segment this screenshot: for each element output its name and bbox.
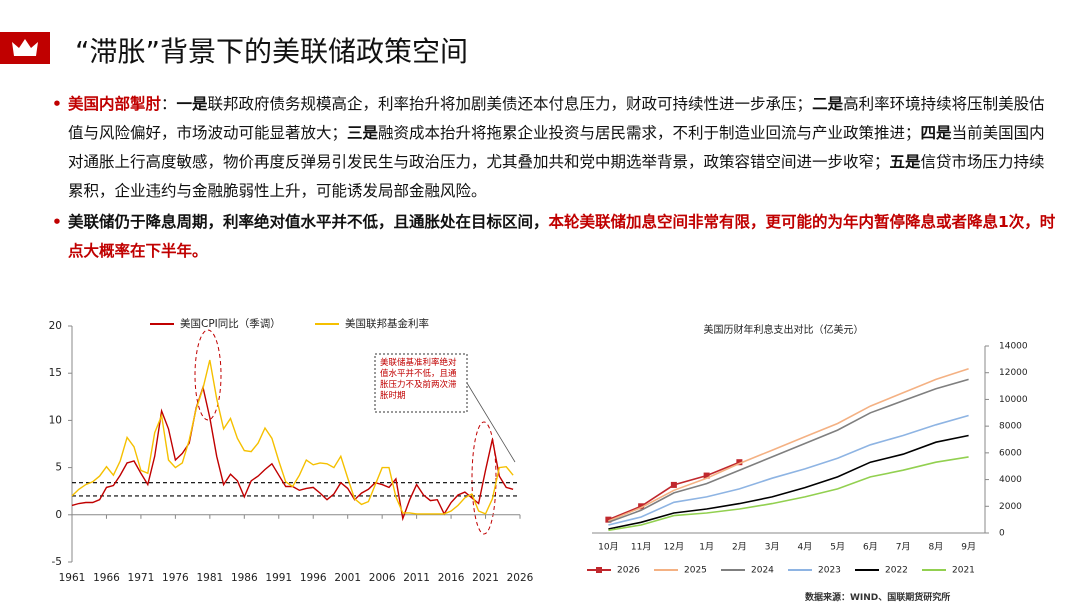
x-tick-label: 10月: [598, 542, 618, 553]
x-tick-label: 11月: [631, 542, 651, 553]
y-tick-label: 12000: [999, 368, 1028, 378]
x-tick-label: 1986: [231, 572, 258, 584]
source-note: 数据来源：WIND、国联期货研究所: [805, 593, 951, 603]
x-tick-label: 2016: [438, 572, 465, 584]
y-tick-label: 10000: [999, 395, 1028, 405]
bullet-text: 信贷市场压力持续累积，企业违约与金融脆弱性上升，可能诱发局部金融风险。: [68, 153, 1045, 200]
bullet-text: 二是: [812, 95, 844, 113]
x-tick-label: 1996: [300, 572, 327, 584]
legend-label: 2026: [617, 566, 640, 576]
x-tick-label: 2021: [472, 572, 499, 584]
x-tick-label: 2006: [369, 572, 396, 584]
series-line: [608, 414, 969, 526]
legend-label: 美国CPI同比（季调）: [180, 317, 281, 330]
x-tick-label: 3月: [765, 542, 780, 553]
point-marker: [670, 481, 677, 488]
series-line: [608, 378, 969, 524]
x-tick-label: 5月: [830, 542, 845, 553]
x-tick-label: 1971: [128, 572, 155, 584]
y-tick-label: 5: [55, 462, 62, 474]
bullet-text: 美国内部掣肘: [68, 95, 162, 113]
x-tick-label: 12月: [664, 542, 684, 553]
highlight-ellipse: [194, 329, 222, 421]
x-tick-label: 1966: [93, 572, 120, 584]
y-tick-label: 0: [55, 509, 62, 521]
highlight-ellipse: [471, 421, 497, 535]
legend-label: 2023: [818, 566, 841, 576]
x-tick-label: 2026: [507, 572, 534, 584]
legend-marker: [596, 567, 602, 573]
x-tick-label: 4月: [798, 542, 813, 553]
bullet-text: 联邦政府债务规模高企，利率抬升将加剧美债还本付息压力，财政可持续性进一步承压；: [207, 95, 813, 113]
bullet-list: 美国内部掣肘：一是联邦政府债务规模高企，利率抬升将加剧美债还本付息压力，财政可持…: [50, 90, 1060, 268]
series-line: [71, 359, 514, 515]
point-marker: [605, 516, 612, 523]
bullet-text: 三是: [347, 124, 379, 142]
bullet-text: 本轮美联储加息空间非常有限，更可能的为年内暂停降息或者降息1次，时点大概率在下半…: [68, 213, 1056, 260]
bullet-text: 五是: [889, 153, 921, 171]
annotation-arrow: [466, 382, 516, 463]
y-tick-label: 10: [49, 414, 62, 426]
bullet: 美联储仍于降息周期，利率绝对值水平并不低，且通胀处在目标区间，本轮美联储加息空间…: [50, 208, 1060, 266]
x-tick-label: 8月: [929, 542, 944, 553]
bullet-text: 四是: [920, 124, 952, 142]
x-tick-label: 2月: [732, 542, 747, 553]
x-tick-label: 6月: [863, 542, 878, 553]
x-tick-label: 1976: [162, 572, 189, 584]
y-tick-label: 20: [49, 320, 62, 332]
point-marker: [736, 459, 743, 466]
y-tick-label: 0: [999, 529, 1005, 539]
legend-label: 2021: [952, 566, 975, 576]
legend-label: 2022: [885, 566, 908, 576]
y-tick-label: 6000: [999, 448, 1022, 458]
x-tick-label: 2001: [334, 572, 361, 584]
series-line: [71, 384, 514, 522]
x-tick-label: 1961: [59, 572, 86, 584]
slide-title: “滞胀”背景下的美联储政策空间: [75, 35, 469, 68]
y-tick-label: 14000: [999, 342, 1028, 352]
y-tick-label: 4000: [999, 475, 1022, 485]
bullet-text: 融资成本抬升将拖累企业投资与居民需求，不利于制造业回流与产业政策推进；: [378, 124, 921, 142]
y-tick-label: -5: [52, 556, 62, 568]
bullet-text: 当前美国国内对通胀上行高度敏感，物价再度反弹易引发民生与政治压力，尤其叠加共和党…: [68, 124, 1045, 171]
chart-title: 美国历财年利息支出对比（亿美元）: [704, 323, 864, 336]
annotation: 美联储基准利率绝对值水平并不低，且通胀压力不及前两次滞胀时期: [380, 358, 457, 401]
x-tick-label: 7月: [896, 542, 911, 553]
series-line: [608, 434, 969, 530]
bullet-text: 高利率环境持续将压制美股估值与风险偏好，市场波动可能显著放大；: [68, 95, 1045, 142]
y-tick-label: 2000: [999, 502, 1022, 512]
crown-icon: [12, 39, 38, 56]
y-tick-label: 8000: [999, 422, 1022, 432]
x-tick-label: 2011: [403, 572, 430, 584]
series-line: [608, 456, 969, 532]
bullet: 美国内部掣肘：一是联邦政府债务规模高企，利率抬升将加剧美债还本付息压力，财政可持…: [50, 90, 1060, 206]
y-tick-label: 15: [49, 367, 62, 379]
bullet-text: ：: [161, 95, 177, 113]
x-tick-label: 1981: [196, 572, 223, 584]
legend-label: 美国联邦基金利率: [345, 317, 429, 330]
series-line: [608, 367, 969, 522]
bullet-text: 美联储仍于降息周期，利率绝对值水平并不低，且通胀处在目标区间，: [68, 213, 549, 231]
legend-label: 2025: [684, 566, 707, 576]
point-marker: [703, 472, 710, 479]
point-marker: [638, 503, 645, 510]
legend-label: 2024: [751, 566, 774, 576]
x-tick-label: 9月: [961, 542, 976, 553]
bullet-text: 一是: [176, 95, 208, 113]
x-tick-label: 1月: [699, 542, 714, 553]
x-tick-label: 1991: [265, 572, 292, 584]
